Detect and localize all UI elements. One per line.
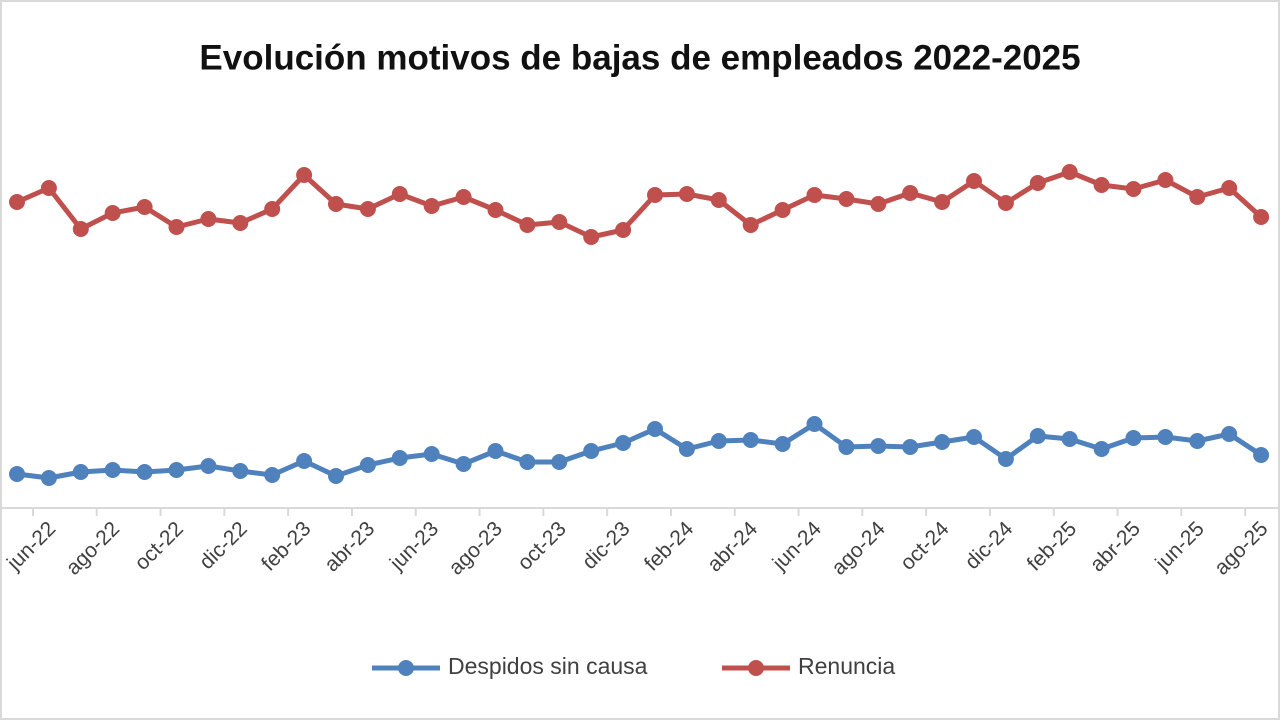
- data-point: [1125, 430, 1142, 446]
- data-point: [1253, 209, 1270, 225]
- data-point: [551, 454, 568, 470]
- data-point: [1125, 181, 1142, 197]
- data-point: [710, 433, 727, 449]
- data-point: [1029, 175, 1046, 191]
- data-point: [1157, 172, 1174, 188]
- data-point: [774, 436, 791, 452]
- data-point: [1189, 433, 1206, 449]
- data-point: [487, 443, 504, 459]
- data-point: [519, 217, 536, 233]
- data-point: [1061, 431, 1078, 447]
- data-point: [9, 194, 25, 210]
- data-point: [72, 464, 89, 480]
- data-point: [838, 191, 855, 207]
- series-line: [16, 421, 1263, 481]
- data-point: [296, 167, 313, 183]
- data-point: [200, 211, 217, 227]
- data-point: [583, 443, 600, 459]
- data-point: [742, 432, 759, 448]
- data-point: [200, 458, 217, 474]
- chart-title: Evolución motivos de bajas de empleados …: [199, 38, 1080, 77]
- data-point: [40, 470, 57, 486]
- legend-label: Renuncia: [798, 653, 895, 679]
- data-point: [966, 429, 982, 445]
- data-point: [1061, 164, 1078, 180]
- data-point: [1221, 426, 1238, 442]
- data-point: [455, 456, 472, 472]
- data-point: [1253, 447, 1270, 463]
- data-point: [359, 201, 376, 217]
- data-point: [615, 222, 632, 238]
- data-point: [168, 462, 185, 478]
- data-point: [519, 454, 536, 470]
- data-point: [391, 450, 408, 466]
- data-point: [870, 438, 887, 454]
- data-point: [742, 217, 759, 233]
- data-point: [710, 192, 727, 208]
- data-point: [9, 466, 25, 482]
- data-point: [934, 434, 951, 450]
- data-point: [997, 451, 1014, 467]
- data-point: [359, 457, 376, 473]
- data-point: [40, 180, 57, 196]
- data-point: [264, 467, 281, 483]
- data-point: [1157, 429, 1174, 445]
- data-point: [615, 435, 632, 451]
- data-point: [296, 453, 313, 469]
- data-point: [678, 186, 695, 202]
- data-point: [774, 202, 791, 218]
- data-point: [136, 199, 153, 215]
- data-point: [551, 214, 568, 230]
- data-point: [328, 468, 344, 484]
- data-point: [104, 462, 121, 478]
- data-point: [1093, 441, 1110, 457]
- data-point: [678, 441, 695, 457]
- data-point: [934, 194, 951, 210]
- data-point: [72, 221, 89, 237]
- data-point: [1189, 189, 1206, 205]
- data-point: [997, 195, 1014, 211]
- series-line: [15, 169, 1263, 240]
- data-point: [487, 202, 504, 218]
- data-point: [966, 173, 982, 189]
- data-point: [423, 446, 440, 462]
- data-point: [902, 185, 919, 201]
- data-point: [168, 219, 185, 235]
- data-point: [1093, 177, 1110, 193]
- data-point: [806, 416, 823, 432]
- data-point: [1029, 428, 1046, 444]
- data-point: [583, 229, 600, 245]
- data-point: [870, 196, 887, 212]
- legend-marker: [398, 660, 414, 676]
- data-point: [328, 196, 344, 212]
- data-point: [423, 198, 440, 214]
- data-point: [647, 421, 663, 437]
- data-point: [232, 463, 249, 479]
- data-point: [391, 186, 408, 202]
- data-point: [902, 439, 919, 455]
- data-point: [647, 187, 663, 203]
- data-point: [455, 189, 472, 205]
- data-point: [806, 187, 823, 203]
- data-point: [1221, 180, 1238, 196]
- data-point: [264, 201, 281, 217]
- legend-label: Despidos sin causa: [448, 653, 648, 679]
- data-point: [136, 464, 153, 480]
- data-point: [232, 215, 249, 231]
- legend-marker: [748, 660, 764, 676]
- data-point: [838, 439, 855, 455]
- data-point: [104, 205, 121, 221]
